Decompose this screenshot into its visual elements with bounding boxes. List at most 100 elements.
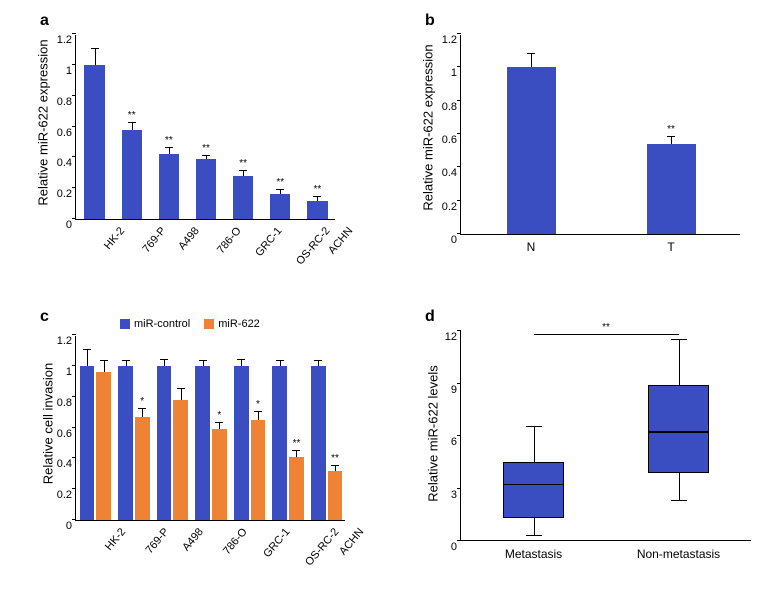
significance-marker: ** <box>128 110 136 121</box>
panel-d-label: d <box>425 308 435 326</box>
y-tick-label: 0.8 <box>42 96 72 108</box>
boxplot-box <box>503 462 564 518</box>
panel-a: a Relative miR-622 expression 00.20.40.6… <box>20 20 375 286</box>
panel-b-label: b <box>425 12 435 30</box>
error-bar <box>126 361 127 366</box>
error-cap <box>91 48 99 49</box>
error-cap <box>177 388 185 389</box>
y-tick-label: 1 <box>42 65 72 77</box>
y-tick-label: 0.4 <box>427 167 457 179</box>
y-tick-label: 0.4 <box>42 157 72 169</box>
y-tick-mark <box>457 166 461 167</box>
y-tick-mark <box>457 66 461 67</box>
bar <box>135 417 150 520</box>
y-tick-label: 9 <box>427 384 457 396</box>
x-tick-label: 786-O <box>215 225 244 256</box>
error-bar <box>219 423 220 429</box>
bar <box>328 471 343 520</box>
bar <box>96 372 111 520</box>
y-tick-label: 1.2 <box>42 335 72 347</box>
error-cap <box>276 360 284 361</box>
error-cap <box>313 196 321 197</box>
y-tick-label: 0.6 <box>427 134 457 146</box>
x-tick-label: ACHN <box>327 225 356 257</box>
error-cap <box>202 155 210 156</box>
error-bar <box>241 360 242 366</box>
error-cap <box>215 422 223 423</box>
error-bar <box>142 409 143 417</box>
error-cap <box>138 408 146 409</box>
y-tick-label: 0.6 <box>42 127 72 139</box>
significance-marker: ** <box>293 438 301 449</box>
error-bar <box>280 361 281 366</box>
error-bar <box>104 361 105 372</box>
y-tick-mark <box>457 133 461 134</box>
error-cap <box>165 147 173 148</box>
x-tick-label: HK-2 <box>102 225 127 252</box>
error-bar <box>258 412 259 420</box>
panel-b-ylabel: Relative miR-622 expression <box>421 33 436 223</box>
error-bar <box>296 451 297 457</box>
y-tick-mark <box>72 95 76 96</box>
error-cap <box>527 53 535 54</box>
x-tick-label: ACHN <box>337 526 366 558</box>
error-cap <box>292 450 300 451</box>
y-tick-label: 0 <box>42 219 72 231</box>
y-tick-mark <box>72 365 76 366</box>
panel-d-chart: 036912MetastasisNon-metastasis** <box>460 331 750 541</box>
legend-label-control: miR-control <box>134 318 190 330</box>
error-cap <box>100 360 108 361</box>
x-tick-label: A498 <box>176 225 202 252</box>
panel-c-chart: 00.20.40.60.811.2HK-2*769-PA498*786-O*GR… <box>75 336 345 521</box>
bar <box>507 67 556 234</box>
significance-marker: ** <box>276 177 284 188</box>
y-tick-label: 0.4 <box>42 458 72 470</box>
panel-a-chart: 00.20.40.60.811.2HK-2**769-P**A498**786-… <box>75 35 335 220</box>
y-tick-mark <box>72 33 76 34</box>
significance-marker: ** <box>331 453 339 464</box>
y-tick-mark <box>72 396 76 397</box>
y-tick-label: 0.8 <box>42 397 72 409</box>
x-tick-label: GRC-1 <box>253 225 284 259</box>
panel-d: d Relative miR-622 levels 036912Metastas… <box>405 316 760 582</box>
error-bar <box>318 361 319 366</box>
bar <box>157 366 172 520</box>
bar <box>173 400 188 520</box>
x-tick-label: Non-metastasis <box>637 547 720 561</box>
bar <box>233 176 253 219</box>
y-tick-mark <box>457 488 461 489</box>
significance-marker: ** <box>202 143 210 154</box>
error-cap <box>122 360 130 361</box>
y-tick-mark <box>72 126 76 127</box>
bar <box>251 420 266 520</box>
x-tick-label: 769-P <box>143 526 171 556</box>
error-cap <box>667 136 675 137</box>
y-tick-label: 12 <box>427 331 457 343</box>
y-tick-mark <box>457 330 461 331</box>
error-bar <box>531 54 532 67</box>
bar <box>311 366 326 520</box>
x-tick-label: HK-2 <box>103 526 128 553</box>
error-bar <box>95 49 96 64</box>
bar <box>270 194 290 219</box>
y-tick-label: 1 <box>42 366 72 378</box>
bar <box>84 65 104 219</box>
boxplot-box <box>648 385 709 473</box>
y-tick-label: 1.2 <box>42 34 72 46</box>
significance-marker: * <box>256 399 260 410</box>
legend-swatch-control <box>120 319 130 329</box>
y-tick-mark <box>72 519 76 520</box>
y-tick-mark <box>457 100 461 101</box>
y-tick-label: 3 <box>427 489 457 501</box>
y-tick-mark <box>72 334 76 335</box>
error-cap <box>160 359 168 360</box>
bar <box>289 457 304 520</box>
y-tick-mark <box>457 200 461 201</box>
figure-grid: a Relative miR-622 expression 00.20.40.6… <box>20 20 760 582</box>
x-tick-label: T <box>667 240 674 254</box>
y-tick-mark <box>457 33 461 34</box>
significance-marker: ** <box>602 322 610 333</box>
y-tick-mark <box>72 488 76 489</box>
bar <box>122 130 142 219</box>
error-cap <box>199 360 207 361</box>
